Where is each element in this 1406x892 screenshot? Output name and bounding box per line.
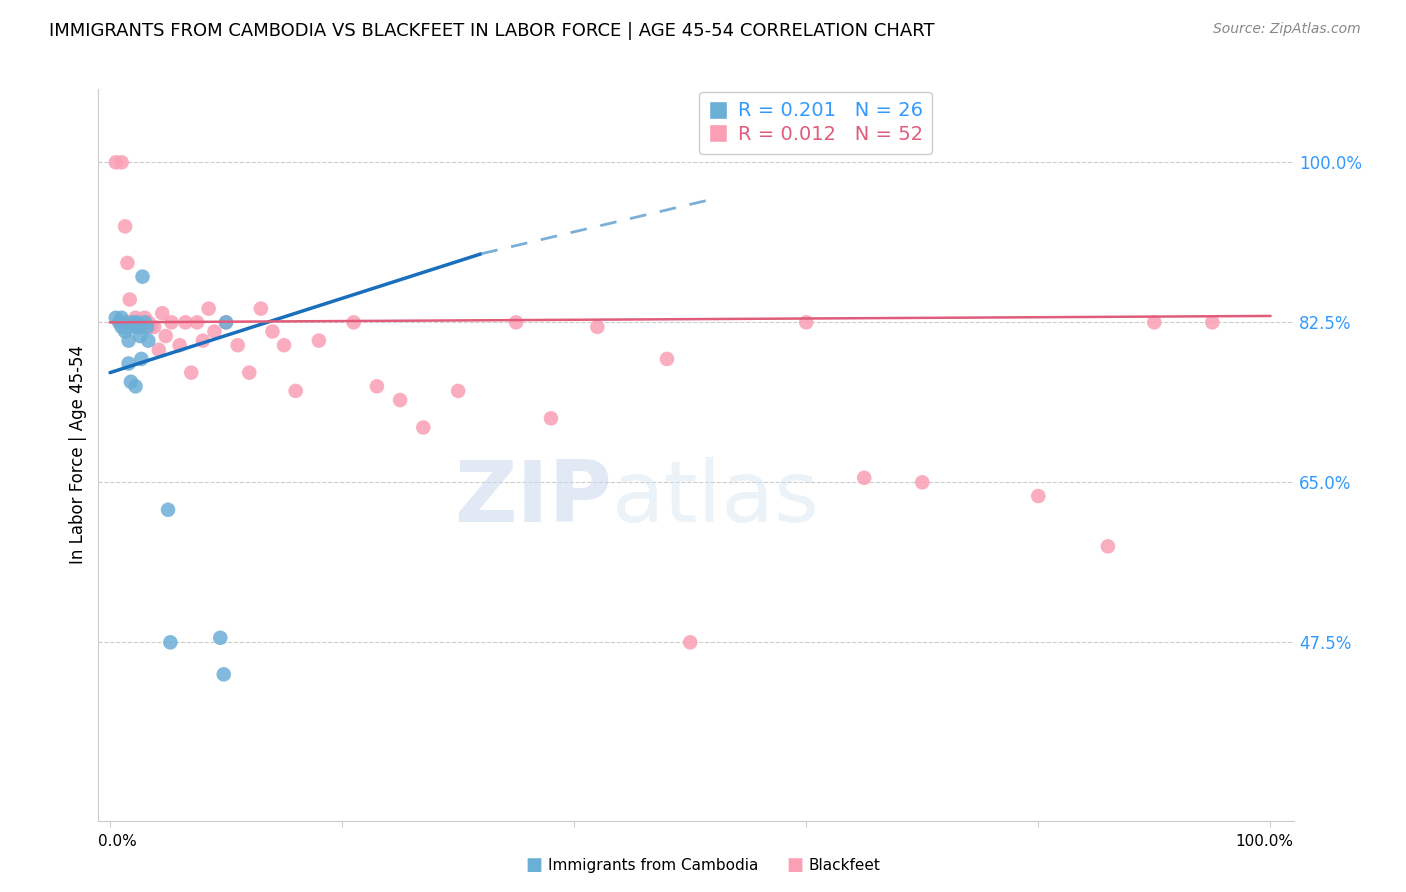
Point [215,315,238,329]
Point [679,635,702,649]
Text: 0.0%: 0.0% [98,834,138,849]
Point [215,315,238,329]
Point [1026,489,1049,503]
Point [174,315,197,329]
Y-axis label: In Labor Force | Age 45-54: In Labor Force | Age 45-54 [69,345,87,565]
Point [159,635,181,649]
Point [134,315,156,329]
Point [125,319,148,334]
Point [124,319,146,334]
Point [129,329,152,343]
Point [212,667,235,681]
Point [124,310,146,325]
Point [120,375,142,389]
Legend: R = 0.201   N = 26, R = 0.012   N = 52: R = 0.201 N = 26, R = 0.012 N = 52 [699,92,932,154]
Text: IMMIGRANTS FROM CAMBODIA VS BLACKFEET IN LABOR FORCE | AGE 45-54 CORRELATION CHA: IMMIGRANTS FROM CAMBODIA VS BLACKFEET IN… [49,22,935,40]
Point [117,256,139,270]
Point [122,315,145,329]
Point [1201,315,1223,329]
Text: atlas: atlas [613,458,820,541]
Point [308,334,330,348]
Point [160,315,183,329]
Point [128,319,150,334]
Point [134,310,156,325]
Point [118,293,141,307]
Text: Immigrants from Cambodia: Immigrants from Cambodia [548,858,759,872]
Point [250,301,273,316]
Point [180,366,202,380]
Point [104,310,127,325]
Point [273,338,295,352]
Point [136,315,159,329]
Point [447,384,470,398]
Point [122,315,145,329]
Point [389,392,412,407]
Point [117,315,139,329]
Point [111,310,134,325]
Point [136,334,159,348]
Point [794,315,817,329]
Point [186,315,208,329]
Point [128,315,150,329]
Point [117,356,139,371]
Point [148,343,170,357]
Point [131,351,153,366]
Point [124,379,146,393]
Point [155,329,177,343]
Point [114,325,136,339]
Point [139,319,162,334]
Point [117,319,139,334]
Point [586,319,609,334]
Point [284,384,307,398]
Point [366,379,388,393]
Text: ZIP: ZIP [454,458,613,541]
Point [104,155,127,169]
Point [169,338,191,352]
Point [131,319,153,334]
Point [111,319,134,334]
Text: ■: ■ [786,856,803,874]
Point [191,334,214,348]
Point [238,366,260,380]
Point [226,338,249,352]
Point [136,319,159,334]
Point [262,325,284,339]
Point [150,306,173,320]
Point [114,219,136,234]
Point [157,503,180,517]
Point [412,420,434,434]
Point [197,301,219,316]
Point [117,334,139,348]
Text: Source: ZipAtlas.com: Source: ZipAtlas.com [1213,22,1361,37]
Point [911,475,934,490]
Point [853,471,876,485]
Point [209,631,232,645]
Point [1143,315,1166,329]
Point [143,319,166,334]
Text: ■: ■ [526,856,543,874]
Point [112,315,135,329]
Point [1097,539,1119,553]
Point [131,269,153,284]
Point [108,315,131,329]
Text: Blackfeet: Blackfeet [808,858,880,872]
Point [111,155,134,169]
Text: 100.0%: 100.0% [1236,834,1294,849]
Point [125,315,148,329]
Point [343,315,366,329]
Point [505,315,527,329]
Point [108,315,131,329]
Point [540,411,562,425]
Point [204,325,226,339]
Point [655,351,678,366]
